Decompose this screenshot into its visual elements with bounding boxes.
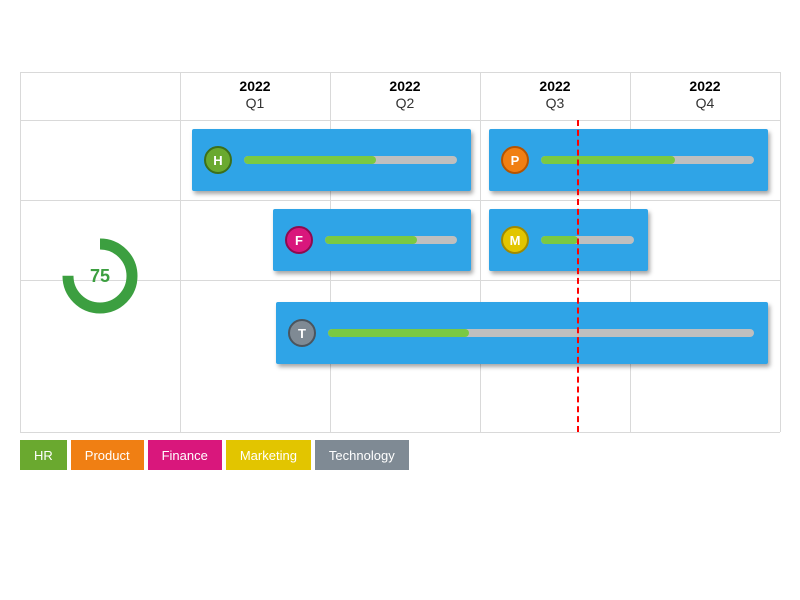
category-badge: P xyxy=(501,146,529,174)
today-marker xyxy=(577,120,579,432)
column-quarter: Q4 xyxy=(630,95,780,112)
timeline-chart: 2022Q12022Q22022Q32022Q475HPFMT xyxy=(20,72,780,432)
category-badge: M xyxy=(501,226,529,254)
progress-track xyxy=(541,236,634,244)
legend-item[interactable]: Finance xyxy=(148,440,222,470)
legend-item[interactable]: HR xyxy=(20,440,67,470)
column-year: 2022 xyxy=(480,78,630,95)
column-header: 2022Q4 xyxy=(630,72,780,120)
category-badge: F xyxy=(285,226,313,254)
column-quarter: Q1 xyxy=(180,95,330,112)
timeline-bar[interactable]: F xyxy=(273,209,471,271)
column-quarter: Q2 xyxy=(330,95,480,112)
progress-fill xyxy=(328,329,469,337)
legend-item[interactable]: Technology xyxy=(315,440,409,470)
row-label-area: 75 xyxy=(20,120,180,432)
timeline-bar[interactable]: H xyxy=(192,129,471,191)
column-header: 2022Q1 xyxy=(180,72,330,120)
progress-fill xyxy=(325,236,417,244)
timeline-bar[interactable]: M xyxy=(489,209,648,271)
column-header: 2022Q3 xyxy=(480,72,630,120)
timeline-bar[interactable]: P xyxy=(489,129,768,191)
category-badge: T xyxy=(288,319,316,347)
column-year: 2022 xyxy=(330,78,480,95)
progress-track xyxy=(325,236,457,244)
progress-track xyxy=(541,156,754,164)
progress-track xyxy=(328,329,754,337)
progress-fill xyxy=(244,156,376,164)
legend-item[interactable]: Marketing xyxy=(226,440,311,470)
progress-fill xyxy=(541,236,578,244)
timeline-bar[interactable]: T xyxy=(276,302,768,364)
legend-item[interactable]: Product xyxy=(71,440,144,470)
progress-fill xyxy=(541,156,675,164)
donut-value: 75 xyxy=(60,236,140,316)
category-badge: H xyxy=(204,146,232,174)
grid: 2022Q12022Q22022Q32022Q475HPFMT xyxy=(20,72,780,432)
column-header: 2022Q2 xyxy=(330,72,480,120)
column-year: 2022 xyxy=(180,78,330,95)
column-year: 2022 xyxy=(630,78,780,95)
progress-donut: 75 xyxy=(60,236,140,316)
progress-track xyxy=(244,156,457,164)
legend: HRProductFinanceMarketingTechnology xyxy=(20,440,409,470)
column-quarter: Q3 xyxy=(480,95,630,112)
